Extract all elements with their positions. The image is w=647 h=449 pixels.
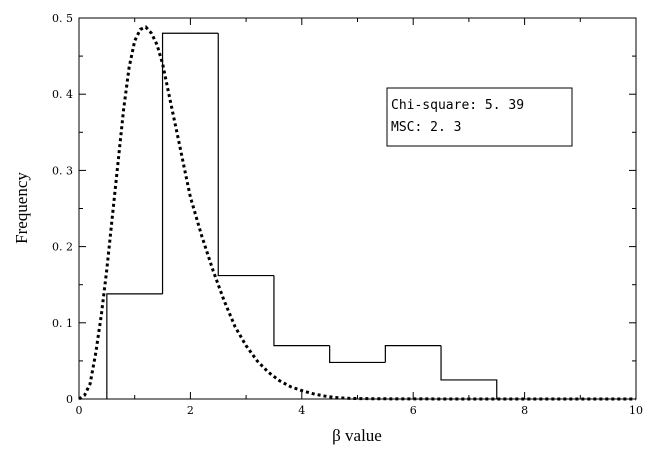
x-tick-label: 4 bbox=[298, 404, 305, 417]
legend-box: Chi-square: 5. 39 MSC: 2. 3 bbox=[386, 87, 573, 147]
histogram-bar bbox=[217, 33, 274, 277]
histogram bbox=[106, 32, 498, 399]
x-tick-label: 6 bbox=[410, 404, 417, 417]
y-tick-label: 0. 2 bbox=[52, 241, 73, 254]
fitted-curve bbox=[78, 25, 636, 401]
x-tick-label: 10 bbox=[629, 404, 643, 417]
plot-area: 0 2 4 6 8 10 0 0. 1 0. 2 0. 3 0. 4 0. 5 bbox=[52, 12, 643, 417]
legend-frame bbox=[386, 87, 573, 147]
legend-chi-square: Chi-square: 5. 39 bbox=[391, 98, 524, 113]
y-axis-label: Frequency bbox=[12, 172, 31, 244]
histogram-bar bbox=[440, 345, 498, 399]
fitted-curve-group bbox=[78, 25, 636, 401]
x-axis-ticks: 0 2 4 6 8 10 bbox=[76, 18, 643, 417]
histogram-bar bbox=[161, 32, 219, 294]
histogram-bar bbox=[384, 345, 442, 363]
x-tick-label: 0 bbox=[76, 404, 83, 417]
legend-msc: MSC: 2. 3 bbox=[391, 120, 461, 135]
x-axis-label: β value bbox=[332, 426, 382, 445]
y-tick-label: 0. 3 bbox=[52, 164, 73, 177]
y-tick-label: 0 bbox=[66, 393, 73, 406]
y-axis-ticks: 0 0. 1 0. 2 0. 3 0. 4 0. 5 bbox=[52, 12, 636, 406]
y-tick-label: 0. 5 bbox=[52, 12, 73, 25]
x-tick-label: 2 bbox=[187, 404, 194, 417]
histogram-bar bbox=[273, 275, 330, 347]
histogram-bar bbox=[106, 293, 163, 399]
y-tick-label: 0. 1 bbox=[52, 317, 73, 330]
histogram-bar bbox=[329, 345, 386, 364]
y-tick-label: 0. 4 bbox=[52, 88, 73, 101]
x-tick-label: 8 bbox=[521, 404, 528, 417]
